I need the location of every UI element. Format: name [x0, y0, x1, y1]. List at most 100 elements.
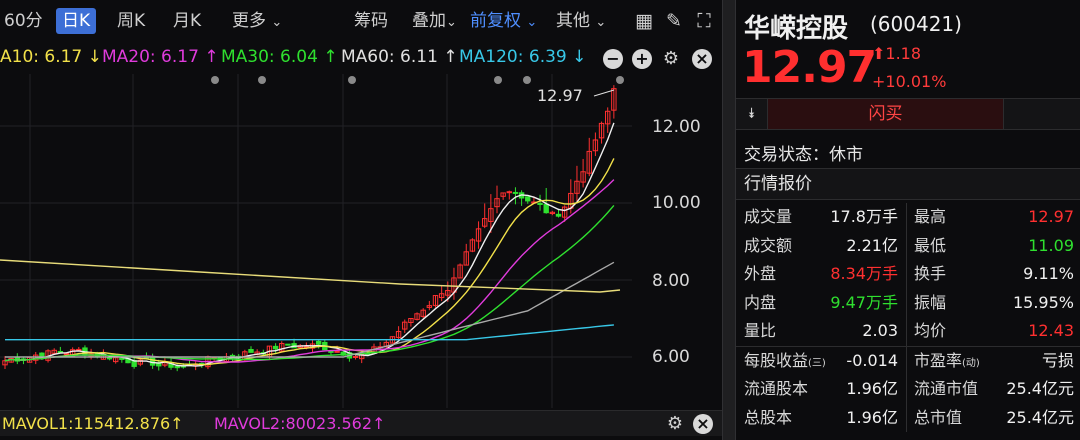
expand-down-icon[interactable]: ⯯ [736, 99, 768, 129]
adjust-label: 前复权 [470, 11, 521, 31]
price-axis-label-12: 12.00 [652, 117, 701, 137]
fundamental-label: 市盈率(动) [914, 347, 980, 379]
quote-label: 均价 [914, 321, 947, 340]
candle-body [426, 305, 433, 308]
fundamental-label-text: 总市值 [914, 407, 963, 427]
ma60-line [5, 261, 615, 358]
overlay-label: 叠加 [412, 11, 446, 31]
chevron-down-icon: ⌄ [446, 15, 457, 30]
flash-buy-button[interactable]: 闪买 [768, 99, 1004, 129]
fundamental-label: 流通市值 [914, 375, 978, 404]
overlay-dropdown[interactable]: 叠加⌄ [412, 8, 457, 34]
candle-body [512, 191, 519, 194]
quote-value: 17.8万手 [830, 207, 898, 226]
mavol1-value: MAVOL1:115412.876↑ [2, 414, 184, 433]
fundamental-row: 每股收益(三) -0.014 市盈率(动) 亏损 [736, 346, 1080, 379]
candle-body [463, 251, 469, 266]
more-label: 更多 [232, 11, 266, 31]
ma-indicator-row: A10: 6.17 ↓ MA20: 6.17 ↑ MA30: 6.04 ↑ MA… [0, 44, 722, 70]
fullscreen-icon[interactable]: ⛶ [697, 10, 711, 32]
quote-info-panel: 华嵘控股 (600421) 12.97 ⬆1.18 +10.01% ⯯ 闪买 交… [736, 0, 1080, 440]
stock-name: 华嵘控股 [744, 14, 849, 44]
fundamental-value: 1.96亿 [846, 379, 898, 398]
fundamental-label: 流通股本 [744, 375, 808, 404]
event-marker-dot [523, 76, 531, 84]
column-divider [906, 346, 907, 375]
candle-body [574, 180, 580, 194]
candle-body [475, 228, 482, 242]
column-divider [906, 260, 907, 289]
quote-value: 12.43 [1028, 321, 1074, 340]
fundamental-label-text: 流通股本 [744, 379, 809, 398]
volume-indicator-row: MAVOL1:115412.876↑ MAVOL2:80023.562↑ ⚙ × [0, 410, 722, 436]
candle-body [248, 349, 254, 353]
quote-label: 内盘 [744, 292, 777, 312]
candle-body [445, 290, 451, 296]
quote-value: 12.97 [1028, 207, 1074, 226]
close-indicator-icon[interactable]: × [692, 49, 712, 69]
quote-row: 外盘 8.34万手 换手 9.11% [736, 260, 1080, 289]
quote-label: 成交额 [744, 235, 793, 255]
fundamental-label-note: (动) [962, 357, 980, 369]
candle-body [315, 340, 322, 345]
candle-body [506, 191, 513, 194]
candle-body [586, 150, 592, 174]
fundamental-row: 流通股本 1.96亿 流通市值 25.4亿元 [736, 375, 1080, 404]
event-marker-dot [258, 76, 266, 84]
grid-layout-icon[interactable]: ▦ [635, 10, 653, 32]
quote-section-title: 行情报价 [736, 168, 1080, 200]
candle-body [328, 350, 334, 353]
ma20-line [4, 179, 615, 363]
zoom-in-icon[interactable]: + [632, 49, 652, 69]
candle-body [402, 321, 408, 330]
candle-body [457, 264, 463, 279]
quote-label: 振幅 [914, 292, 947, 312]
candle-body [537, 202, 543, 205]
ma10-value: A10: 6.17 ↓ [0, 47, 102, 67]
fundamental-label-note: (三) [808, 357, 826, 369]
price-change-value: 1.18 [885, 44, 922, 63]
ma250-line [0, 259, 621, 293]
tab-week-k[interactable]: 周K [117, 11, 146, 31]
volume-settings-gear-icon[interactable]: ⚙ [666, 413, 684, 434]
candle-body [414, 313, 420, 320]
chips-button[interactable]: 筹码 [354, 11, 388, 31]
draw-brush-icon[interactable]: ✎ [666, 10, 682, 32]
quote-value: 8.34万手 [830, 264, 898, 283]
tab-60min[interactable]: 60分 [4, 11, 43, 31]
fundamental-label-text: 每股收益 [744, 350, 809, 370]
other-dropdown[interactable]: 其他 ⌄ [556, 8, 606, 34]
candle-body [279, 343, 285, 352]
zoom-out-icon[interactable]: − [603, 49, 623, 69]
other-label: 其他 [556, 11, 590, 31]
fundamental-value: 25.4亿元 [1006, 407, 1074, 427]
ma10-line [4, 158, 615, 366]
candle-body [352, 356, 359, 359]
tab-day-k[interactable]: 日K [56, 8, 97, 34]
price-change: ⬆1.18 [872, 44, 921, 63]
candle-body [395, 331, 402, 338]
candle-body [561, 206, 568, 218]
chevron-down-icon: ⌄ [595, 15, 607, 30]
quote-label: 成交量 [744, 207, 793, 226]
candle-body [137, 359, 144, 365]
candle-body [549, 211, 556, 215]
volume-close-icon[interactable]: × [693, 414, 713, 434]
candle-body [119, 357, 125, 360]
candle-body [592, 139, 599, 152]
column-divider [906, 403, 907, 432]
chevron-down-icon: ⌄ [526, 15, 538, 30]
more-dropdown[interactable]: 更多 ⌄ [232, 8, 282, 34]
price-axis-label-8: 8.00 [652, 271, 690, 291]
fundamental-value: 1.96亿 [846, 407, 898, 427]
column-divider [906, 317, 907, 346]
arrow-up-icon: ⬆ [872, 44, 886, 63]
settings-gear-icon[interactable]: ⚙ [662, 48, 680, 69]
candle-body [488, 208, 494, 222]
tab-month-k[interactable]: 月K [173, 11, 202, 31]
candle-body [285, 343, 291, 346]
adjust-dropdown[interactable]: 前复权 ⌄ [470, 8, 537, 34]
stock-code: (600421) [870, 12, 962, 36]
candle-body [598, 122, 605, 139]
panel-divider[interactable] [722, 0, 736, 440]
